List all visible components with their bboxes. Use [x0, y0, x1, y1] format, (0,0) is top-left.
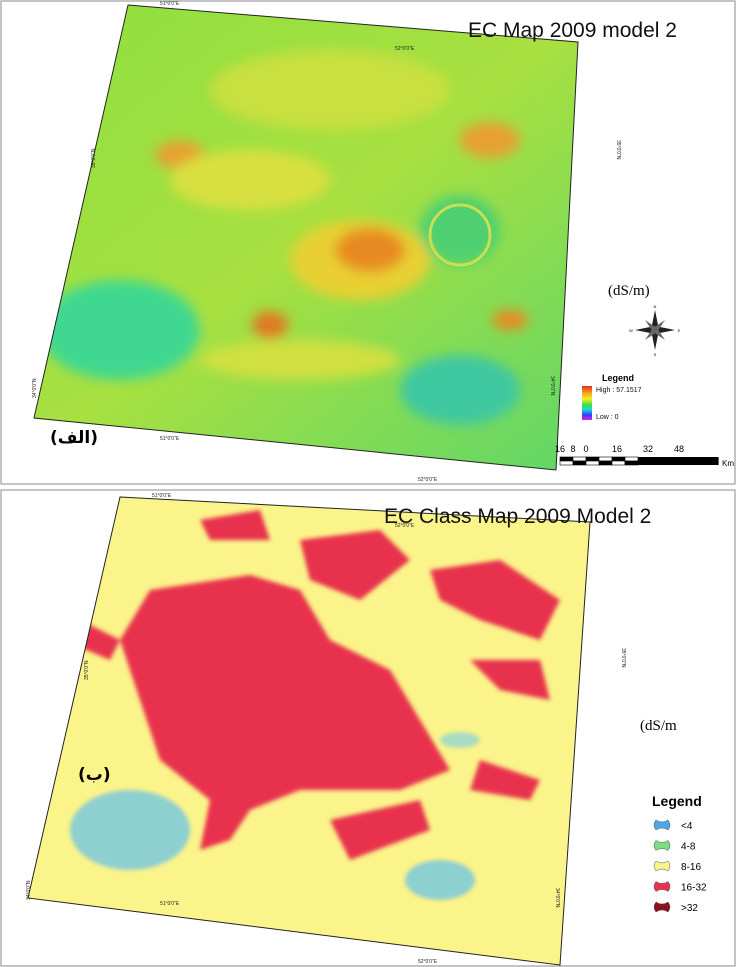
class-label: 8-16: [681, 862, 701, 873]
scale-tick-label: 32: [643, 444, 653, 454]
class-label: 16-32: [681, 883, 707, 894]
coordinate-label: 52°0'0"E: [395, 523, 415, 529]
panel-label: (الف): [50, 428, 98, 448]
coordinate-label: 35°0'0"N: [620, 648, 626, 668]
scale-segment: [586, 457, 599, 461]
coordinate-label: 34°0'0"N: [554, 888, 560, 908]
unit-label: (dS/m: [640, 718, 677, 734]
scale-segment: [638, 457, 719, 465]
scale-tick-label: 16: [612, 444, 622, 454]
panel-label: (ب): [78, 765, 111, 785]
scale-segment: [560, 461, 573, 465]
scale-segment: [625, 457, 638, 461]
coordinate-label: 52°0'0"E: [418, 959, 438, 965]
scale-tick-label: 0: [583, 444, 588, 454]
class-label: >32: [681, 903, 698, 914]
legend-title: Legend: [652, 793, 702, 809]
legend-low: Low : 0: [596, 414, 619, 421]
coordinate-label: 35°0'0"N: [91, 148, 97, 168]
compass-label: N: [654, 304, 657, 309]
coordinate-label: 34°0'0"N: [26, 880, 32, 900]
compass-label: E: [678, 328, 681, 333]
compass-label: W: [629, 328, 633, 333]
coordinate-label: 52°0'0"E: [395, 46, 415, 52]
coordinate-label: 51°0'0"E: [160, 436, 180, 442]
legend-title: Legend: [602, 373, 634, 383]
coordinate-label: 34°0'0"N: [32, 378, 38, 398]
coordinate-label: 51°0'0"E: [160, 901, 180, 907]
scale-segment: [586, 461, 599, 465]
scale-segment: [573, 457, 586, 461]
scale-segment: [560, 457, 573, 461]
map-title: EC Map 2009 model 2: [468, 19, 677, 42]
coordinate-label: 35°0'0"N: [84, 660, 90, 680]
scale-segment: [612, 457, 625, 461]
coordinate-label: 51°0'0"E: [152, 493, 172, 499]
scale-tick-label: 8: [570, 444, 575, 454]
scale-tick-label: 48: [674, 444, 684, 454]
coordinate-label: 52°0'0"E: [418, 477, 438, 483]
page: EC Map 2009 model 2 51°0'0"E 52°0'0"E 35…: [0, 0, 736, 967]
compass-label: S: [654, 352, 657, 357]
scale-unit: Km: [722, 459, 734, 468]
scale-segment: [599, 457, 612, 461]
class-label: 4-8: [681, 842, 696, 853]
scale-tick-label: 16: [555, 444, 565, 454]
color-ramp: [582, 386, 592, 420]
map-title: EC Class Map 2009 Model 2: [384, 505, 651, 528]
legend-high: High : 57.1517: [596, 387, 642, 394]
coordinate-label: 35°0'0"N: [615, 140, 621, 160]
unit-label: (dS/m): [608, 283, 650, 299]
coordinate-label: 51°0'0"E: [160, 1, 180, 7]
scale-segment: [573, 461, 586, 465]
scale-segment: [612, 461, 625, 465]
scale-segment: [599, 461, 612, 465]
class-label: <4: [681, 821, 693, 832]
scale-segment: [625, 461, 638, 465]
coordinate-label: 34°0'0"N: [549, 376, 555, 396]
